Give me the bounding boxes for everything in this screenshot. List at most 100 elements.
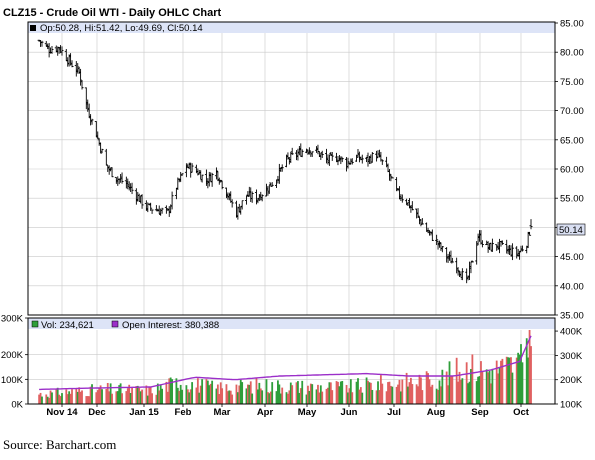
volume-bar [195, 387, 198, 404]
volume-bar [450, 375, 452, 404]
volume-bar [375, 390, 378, 404]
open-interest-tick-label: 300K [560, 351, 583, 362]
volume-bar [185, 385, 188, 404]
volume-bar [287, 393, 289, 404]
volume-bar [241, 382, 244, 404]
volume-bar [259, 388, 262, 404]
volume-panel: Vol: 234,621 Open Interest: 380,388 300K… [1, 314, 583, 411]
price-tick-label: 60.00 [560, 165, 584, 176]
volume-bar [337, 381, 339, 404]
volume-bar [361, 392, 364, 404]
volume-bar [121, 393, 123, 404]
volume-bar [349, 379, 352, 404]
volume-bar [148, 386, 151, 404]
volume-bar [291, 385, 294, 404]
volume-bar [201, 379, 204, 404]
volume-bar [377, 381, 379, 404]
price-tick-label: 75.00 [560, 77, 584, 88]
volume-bar [169, 377, 172, 404]
open-interest-tick-label: 200K [560, 375, 583, 386]
date-tick-label: Dec [88, 407, 105, 418]
open-interest-tick-label: 400K [560, 327, 583, 338]
volume-tick-label: 300K [1, 314, 24, 325]
volume-bar [409, 377, 412, 404]
volume-bar [56, 387, 59, 404]
volume-bar [161, 388, 163, 404]
volume-bar [209, 383, 212, 404]
volume-bar [71, 389, 73, 404]
volume-bar [500, 360, 502, 404]
volume-bar [216, 384, 219, 404]
volume-bar [205, 379, 208, 404]
volume-bar [488, 370, 491, 404]
ohlc-readout: Op:50.28, Hi:51.42, Lo:49.69, Cl:50.14 [40, 23, 203, 34]
volume-bar [128, 384, 131, 404]
volume-axis-left: 300K 200K 100K 0K [1, 314, 28, 411]
volume-bar [329, 382, 332, 404]
open-interest-axis-right: 400K 300K 200K 100K [555, 327, 583, 411]
volume-tick-label: 0K [11, 400, 23, 411]
volume-bar [497, 373, 500, 404]
volume-bar [365, 377, 368, 404]
volume-bar [448, 361, 451, 404]
volume-bar [245, 388, 248, 404]
volume-bar [135, 386, 138, 404]
volume-bar [176, 387, 179, 404]
volume-bar [530, 346, 532, 404]
volume-bar [155, 394, 158, 404]
volume-bar [95, 392, 98, 404]
volume-bar [490, 383, 492, 404]
volume-bar [407, 386, 409, 404]
volume-bar [465, 362, 468, 404]
volume-bar [528, 330, 531, 404]
volume-bar [487, 372, 490, 404]
volume-bar [191, 382, 194, 404]
price-panel-border [27, 21, 556, 316]
volume-bar [461, 378, 464, 404]
volume-bar [308, 390, 311, 404]
volume-bar [517, 352, 520, 404]
volume-bar [215, 388, 218, 404]
volume-bar [166, 391, 169, 404]
volume-bar [85, 396, 88, 404]
volume-bar [507, 357, 510, 404]
volume-bar [295, 382, 298, 404]
volume-bar [309, 383, 312, 404]
volume-bar [265, 379, 268, 404]
volume-bar [455, 357, 458, 404]
volume-bar [281, 387, 284, 404]
volume-bar [398, 379, 401, 404]
volume-bar [218, 393, 221, 404]
volume-bar [66, 394, 69, 404]
price-tick-label: 85.00 [560, 19, 584, 30]
volume-bar [51, 392, 53, 404]
open-interest-legend-swatch [111, 320, 119, 328]
volume-bar [508, 357, 511, 404]
price-ohlc-bars [37, 39, 533, 284]
volume-bar [355, 381, 358, 404]
price-tick-label: 70.00 [560, 106, 584, 117]
volume-bar [39, 392, 42, 404]
volume-bar [79, 391, 82, 404]
volume-bar [48, 397, 51, 404]
volume-bar [468, 381, 471, 404]
volume-bar [367, 380, 369, 404]
volume-bar [248, 384, 251, 404]
volume-bar [106, 382, 109, 404]
volume-bar [238, 385, 241, 404]
volume-bar [339, 381, 342, 404]
volume-bar [471, 354, 474, 404]
volume-bar [345, 384, 348, 404]
volume-bar [105, 388, 108, 404]
volume-bar [61, 393, 63, 404]
volume-bar [301, 380, 304, 404]
volume-bar [231, 394, 234, 404]
open-interest-readout: Open Interest: 380,388 [122, 320, 219, 331]
volume-bar [65, 389, 68, 404]
volume-bar [475, 381, 478, 404]
volume-bar [485, 369, 488, 404]
volume-bar [315, 389, 318, 404]
volume-bars [38, 330, 532, 404]
volume-bar [86, 396, 89, 404]
